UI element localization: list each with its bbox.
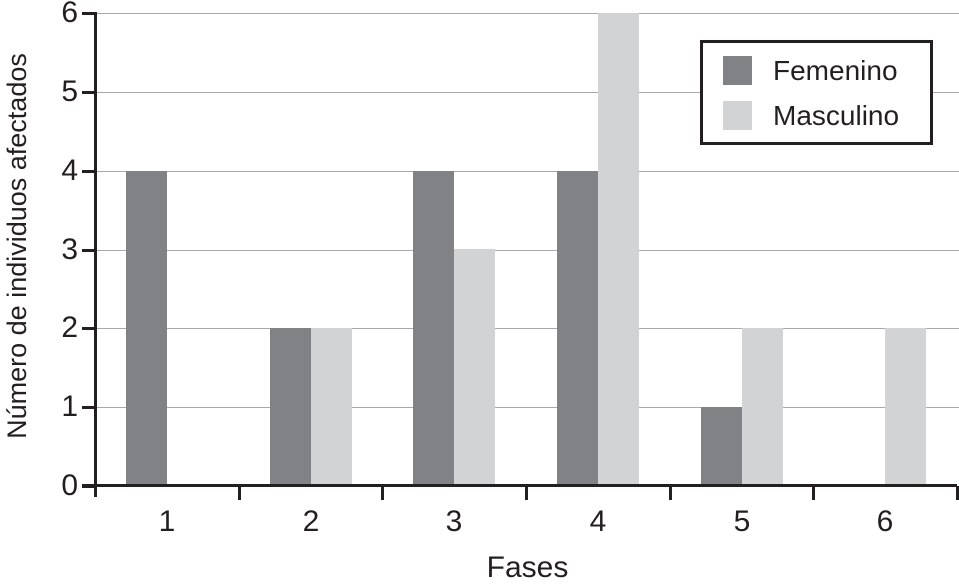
- y-tick-6: [82, 12, 95, 15]
- legend-swatch-masculino: [723, 100, 752, 130]
- legend: Femenino Masculino: [700, 40, 933, 145]
- x-axis-title: Fases: [486, 551, 569, 584]
- gridline-y-1: [95, 407, 959, 408]
- bar-femenino-fase-3: [413, 171, 454, 486]
- y-tick-0: [82, 485, 95, 488]
- x-tick-1: [238, 486, 241, 500]
- bar-masculino-fase-2: [311, 328, 352, 486]
- bar-femenino-fase-4: [557, 171, 598, 486]
- y-tick-1: [82, 406, 95, 409]
- y-tick-2: [82, 327, 95, 330]
- y-tick-4: [82, 170, 95, 173]
- bar-femenino-fase-5: [701, 407, 742, 486]
- legend-swatch-femenino: [723, 55, 752, 85]
- legend-entry-femenino: Femenino: [723, 54, 930, 86]
- legend-entry-masculino: Masculino: [723, 99, 930, 131]
- x-tick-label-1: 1: [158, 505, 176, 538]
- gridline-y-2: [95, 328, 959, 329]
- y-axis: [94, 12, 97, 497]
- x-tick-2: [381, 486, 384, 500]
- y-tick-label-4: 4: [61, 154, 78, 187]
- gridline-y-5: [95, 92, 959, 93]
- y-tick-3: [82, 249, 95, 252]
- x-tick-label-4: 4: [589, 505, 607, 538]
- bar-masculino-fase-5: [742, 328, 783, 486]
- legend-label-masculino: Masculino: [773, 99, 900, 131]
- y-tick-label-3: 3: [61, 233, 78, 266]
- y-tick-5: [82, 91, 95, 94]
- y-tick-label-6: 6: [61, 0, 78, 29]
- bar-masculino-fase-4: [598, 13, 639, 486]
- x-tick-label-2: 2: [302, 505, 320, 538]
- gridline-y-6: [95, 13, 959, 14]
- x-tick-label-6: 6: [876, 505, 894, 538]
- y-tick-label-2: 2: [61, 311, 78, 344]
- bar-femenino-fase-1: [126, 171, 167, 486]
- y-tick-label-5: 5: [61, 75, 78, 108]
- gridline-y-4: [95, 171, 959, 172]
- x-tick-4: [669, 486, 672, 500]
- bar-masculino-fase-3: [454, 249, 495, 486]
- x-tick-label-3: 3: [445, 505, 463, 538]
- x-tick-label-5: 5: [733, 505, 751, 538]
- gridline-y-3: [95, 250, 959, 251]
- x-axis: [82, 484, 957, 487]
- x-tick-5: [812, 486, 815, 500]
- bar-femenino-fase-2: [270, 328, 311, 486]
- x-tick-6: [956, 486, 959, 500]
- y-tick-label-1: 1: [61, 390, 78, 423]
- x-tick-3: [525, 486, 528, 500]
- y-tick-label-0: 0: [61, 469, 78, 502]
- bar-masculino-fase-6: [885, 328, 926, 486]
- legend-label-femenino: Femenino: [773, 54, 898, 86]
- y-axis-title: Número de individuos afectados: [2, 53, 32, 439]
